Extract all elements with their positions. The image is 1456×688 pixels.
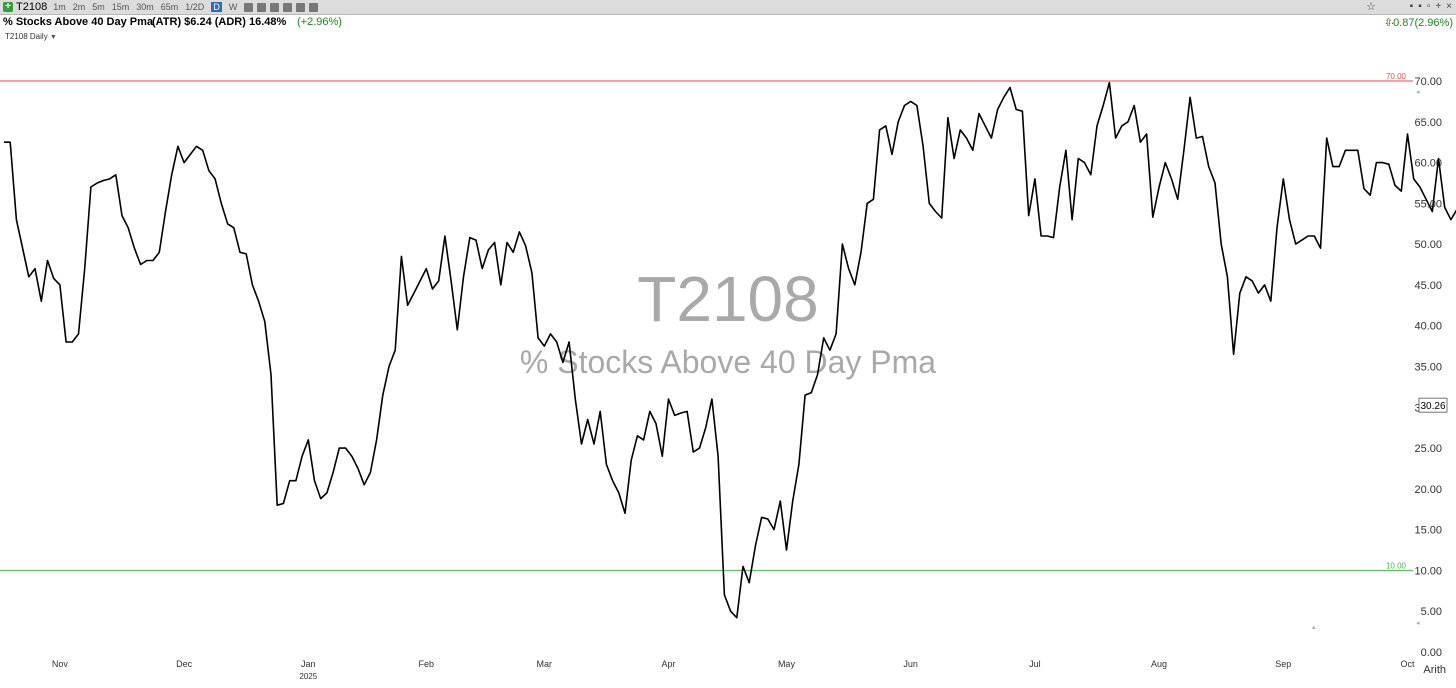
chart-toolbar: + T2108 1m 2m 5m 15m 30m 65m 1/2D D W ☆ ▪ ▪ ▫ + … <box>0 0 1456 15</box>
chevron-down-icon[interactable]: ▼ <box>49 34 57 41</box>
watermark-name: % Stocks Above 40 Day Pma <box>519 344 937 380</box>
copy-icon[interactable] <box>296 2 306 12</box>
percent-change: (+2.96%) <box>297 16 342 28</box>
info-bar: % Stocks Above 40 Day Pma (ATR) $6.24 (A… <box>0 15 1456 29</box>
series-line <box>4 81 1456 619</box>
last-value-label: 30.26 <box>1420 401 1445 412</box>
y-tick-label: 65.00 <box>1414 117 1442 129</box>
interval-2m[interactable]: 2m <box>72 2 86 12</box>
draw-pencil-icon[interactable] <box>283 2 293 12</box>
favorite-star-icon[interactable]: ☆ <box>1366 1 1376 13</box>
y-tick-label: 20.00 <box>1414 484 1442 496</box>
x-tick-label: Aug <box>1151 659 1167 669</box>
text-tool-icon[interactable] <box>244 2 254 12</box>
symbol-label[interactable]: T2108 <box>16 1 48 13</box>
add-symbol-icon[interactable]: + <box>3 2 13 12</box>
grid-icon[interactable] <box>270 2 280 12</box>
right-change-readout: ⇧0.87(2.96%) <box>1384 16 1453 29</box>
last-value-box <box>1418 397 1448 413</box>
x-tick-label: Sep <box>1275 659 1291 669</box>
rt-icon[interactable]: ▪ <box>1409 1 1414 12</box>
date-marker-icon: ▴ <box>1312 623 1316 631</box>
interval-1m[interactable]: 1m <box>53 2 66 12</box>
y-tick-label: 5.00 <box>1421 606 1442 618</box>
x-tick-label: Nov <box>52 659 69 669</box>
y-tick-label: 70.00 <box>1414 76 1442 88</box>
expand-icon[interactable]: + <box>1435 1 1442 12</box>
minimize-icon[interactable]: ▫ <box>1426 1 1431 12</box>
axis-scroll-up-icon: ◂ <box>1416 88 1420 96</box>
reference-label-10.00: 10.00 <box>1386 561 1407 570</box>
x-tick-label: Jul <box>1029 659 1041 669</box>
x-tick-label: Oct <box>1400 659 1415 669</box>
interval-5m[interactable]: 5m <box>92 2 105 12</box>
interval-list: 1m 2m 5m 15m 30m 65m 1/2D D W <box>53 2 244 12</box>
x-tick-label: Apr <box>661 659 675 669</box>
share-icon[interactable] <box>309 2 319 12</box>
interval-30m[interactable]: 30m <box>136 2 154 12</box>
y-tick-label: 60.00 <box>1414 158 1442 170</box>
interval-W[interactable]: W <box>228 2 238 12</box>
x-tick-label: Dec <box>176 659 193 669</box>
scale-mode-label[interactable]: Arith <box>1423 664 1446 676</box>
x-tick-label: May <box>778 659 796 669</box>
x-tick-label: Mar <box>537 659 553 669</box>
up-arrow-icon: ⇧ <box>1383 17 1394 29</box>
x-tick-label: Feb <box>419 659 435 669</box>
right-change-value: 0.87(2.96%) <box>1393 17 1453 29</box>
atr-adr-readout: (ATR) $6.24 (ADR) 16.48% <box>152 16 287 28</box>
interval-15m[interactable]: 15m <box>111 2 130 12</box>
y-tick-label: 35.00 <box>1414 362 1442 374</box>
close-icon[interactable]: × <box>1446 1 1452 12</box>
y-tick-label: 50.00 <box>1414 239 1442 251</box>
y-tick-label: 25.00 <box>1414 443 1442 455</box>
y-tick-label: 0.00 <box>1421 647 1442 659</box>
interval-D[interactable]: D <box>211 2 222 12</box>
indicator-title: % Stocks Above 40 Day Pma <box>3 16 153 28</box>
x-tick-label: Jan <box>301 659 316 669</box>
y-tick-label: 15.00 <box>1414 525 1442 537</box>
x-tick-label: Jun <box>903 659 918 669</box>
chart-label[interactable]: T2108 Daily ▼ <box>5 32 57 41</box>
interval-1-2D[interactable]: 1/2D <box>185 2 205 12</box>
reference-label-70.00: 70.00 <box>1386 72 1407 81</box>
axis-scroll-down-icon: ◂ <box>1416 619 1420 627</box>
x-tick-sublabel: 2025 <box>299 672 317 681</box>
y-tick-label: 45.00 <box>1414 280 1442 292</box>
chart-label-text: T2108 Daily <box>5 32 48 41</box>
more-options[interactable]: ... <box>1384 15 1394 27</box>
indicator-icon[interactable] <box>257 2 267 12</box>
watermark-symbol: T2108 <box>637 263 819 335</box>
y-tick-label: 10.00 <box>1414 565 1442 577</box>
interval-65m[interactable]: 65m <box>160 2 179 12</box>
settings-icon[interactable]: ▪ <box>1418 1 1422 12</box>
y-tick-label: 40.00 <box>1414 321 1442 333</box>
window-controls: ☆ ▪ ▪ ▫ + × <box>1366 1 1452 13</box>
